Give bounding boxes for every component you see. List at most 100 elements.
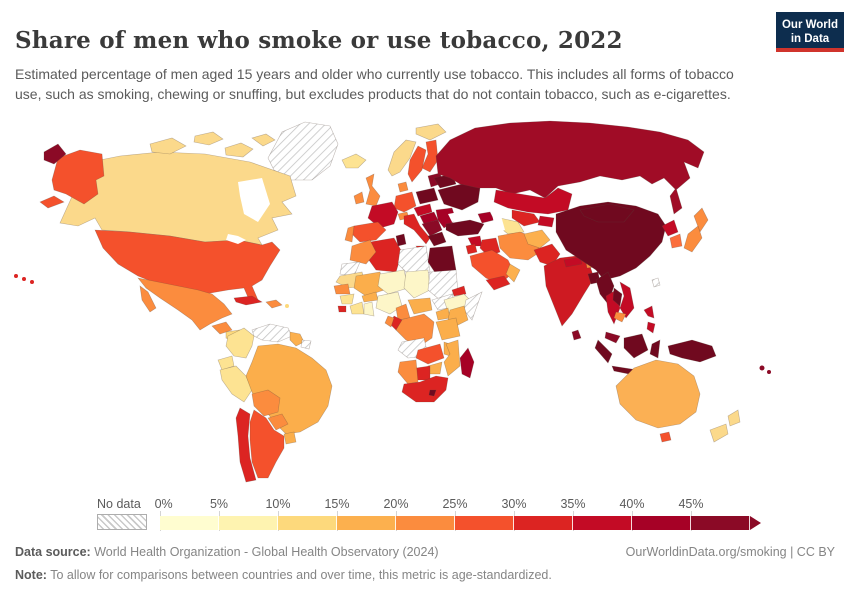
- country-cambodia[interactable]: [613, 311, 627, 323]
- country-niger[interactable]: [377, 269, 409, 295]
- no-data-hatch-swatch[interactable]: [97, 514, 147, 530]
- country-sudan[interactable]: [427, 269, 459, 301]
- country-central-african-republic[interactable]: [407, 297, 433, 315]
- country-new-zealand-north[interactable]: [727, 409, 741, 427]
- country-north-korea[interactable]: [661, 219, 679, 237]
- legend-bin-10-15[interactable]: [278, 516, 337, 530]
- country-chad[interactable]: [403, 269, 431, 299]
- country-hawaii[interactable]: [14, 274, 18, 278]
- country-namibia[interactable]: [397, 359, 419, 385]
- country-balkans[interactable]: [421, 219, 443, 237]
- country-hispaniola[interactable]: [265, 299, 283, 309]
- country-portugal[interactable]: [344, 225, 355, 243]
- country-saudi-arabia[interactable]: [469, 249, 515, 285]
- country-ukraine[interactable]: [437, 183, 481, 211]
- country-south-korea[interactable]: [669, 233, 683, 249]
- country-austria-czechia[interactable]: [413, 203, 433, 217]
- country-italy[interactable]: [403, 213, 431, 245]
- country-sweden[interactable]: [407, 145, 427, 183]
- country-somalia[interactable]: [463, 291, 483, 321]
- legend-bin-45-plus[interactable]: [691, 516, 750, 530]
- country-guinea[interactable]: [339, 293, 355, 305]
- country-iceland[interactable]: [341, 153, 367, 169]
- country-argentina[interactable]: [249, 409, 285, 479]
- country-tunisia[interactable]: [395, 233, 407, 247]
- legend-bin-0-5[interactable]: [160, 516, 219, 530]
- country-peru[interactable]: [219, 365, 253, 403]
- country-eritrea[interactable]: [451, 285, 467, 297]
- country-dr-congo[interactable]: [395, 313, 435, 347]
- country-vietnam[interactable]: [619, 281, 635, 319]
- country-borneo[interactable]: [623, 333, 649, 359]
- country-greece[interactable]: [427, 231, 447, 247]
- country-australia[interactable]: [615, 359, 701, 429]
- country-kyrgyzstan-tajikistan[interactable]: [537, 215, 555, 228]
- country-greenland[interactable]: [267, 121, 339, 181]
- country-sumatra[interactable]: [594, 339, 613, 364]
- country-russia[interactable]: [435, 120, 705, 199]
- country-fiji[interactable]: [759, 365, 765, 371]
- legend-bin-5-10[interactable]: [219, 516, 278, 530]
- country-fiji[interactable]: [767, 370, 771, 374]
- country-taiwan[interactable]: [651, 277, 661, 288]
- country-denmark[interactable]: [397, 181, 409, 193]
- country-uk[interactable]: [365, 173, 381, 207]
- country-finland[interactable]: [421, 139, 439, 173]
- country-colombia[interactable]: [225, 327, 255, 359]
- country-canada-arctic-islands[interactable]: [149, 131, 276, 158]
- country-nepal[interactable]: [563, 256, 583, 268]
- country-tanzania[interactable]: [435, 317, 461, 341]
- country-ireland[interactable]: [353, 191, 365, 205]
- country-philippines-south[interactable]: [646, 321, 656, 334]
- country-gabon[interactable]: [384, 315, 395, 328]
- country-suriname[interactable]: [300, 339, 312, 350]
- country-mongolia[interactable]: [579, 203, 635, 223]
- country-guyana[interactable]: [289, 331, 305, 347]
- country-sierra-leone[interactable]: [337, 305, 347, 313]
- country-uruguay[interactable]: [283, 431, 297, 445]
- country-france[interactable]: [367, 201, 399, 229]
- country-egypt[interactable]: [427, 245, 457, 275]
- country-malaysia[interactable]: [604, 331, 621, 344]
- country-laos[interactable]: [612, 287, 623, 307]
- country-new-guinea[interactable]: [667, 339, 717, 363]
- country-ecuador[interactable]: [217, 355, 235, 371]
- country-ghana[interactable]: [363, 301, 375, 317]
- country-new-zealand-south[interactable]: [709, 423, 729, 443]
- legend-bin-35-40[interactable]: [573, 516, 632, 530]
- country-tasmania[interactable]: [659, 431, 672, 443]
- country-sulawesi[interactable]: [649, 339, 661, 359]
- country-hawaii[interactable]: [30, 280, 34, 284]
- country-uzbekistan[interactable]: [511, 209, 541, 227]
- country-mexico[interactable]: [137, 277, 233, 331]
- country-canada[interactable]: [59, 151, 297, 246]
- legend-bin-20-25[interactable]: [396, 516, 455, 530]
- country-senegal[interactable]: [333, 283, 351, 295]
- country-cuba[interactable]: [233, 295, 263, 306]
- owid-logo[interactable]: Our World in Data: [776, 12, 844, 52]
- country-afghanistan[interactable]: [523, 229, 551, 249]
- country-mozambique[interactable]: [443, 339, 461, 377]
- country-norway[interactable]: [387, 139, 417, 177]
- legend-bin-15-20[interactable]: [337, 516, 396, 530]
- country-india[interactable]: [543, 255, 595, 327]
- country-spain[interactable]: [351, 221, 387, 243]
- country-turkey[interactable]: [445, 219, 485, 237]
- country-chile[interactable]: [235, 407, 257, 483]
- country-venezuela[interactable]: [251, 323, 293, 343]
- country-morocco[interactable]: [349, 239, 377, 265]
- country-sakhalin[interactable]: [669, 187, 683, 215]
- country-svalbard[interactable]: [415, 123, 447, 141]
- world-choropleth-map[interactable]: [0, 118, 850, 494]
- legend-bin-40-45[interactable]: [632, 516, 691, 530]
- country-philippines-north[interactable]: [643, 305, 655, 319]
- country-sri-lanka[interactable]: [571, 329, 582, 341]
- country-botswana[interactable]: [415, 365, 431, 381]
- country-jordan-israel[interactable]: [465, 243, 478, 255]
- country-guatemala[interactable]: [211, 321, 233, 335]
- legend-bin-30-35[interactable]: [514, 516, 573, 530]
- country-china[interactable]: [555, 201, 667, 281]
- country-poland[interactable]: [415, 187, 439, 205]
- country-nigeria[interactable]: [375, 291, 403, 315]
- country-hawaii[interactable]: [22, 277, 26, 281]
